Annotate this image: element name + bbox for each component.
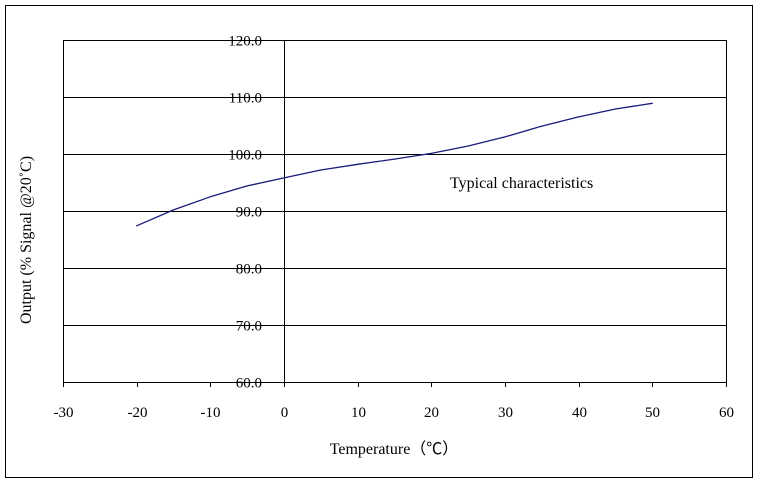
y-tick-label: 70.0 bbox=[236, 319, 262, 335]
y-tick-label: 120.0 bbox=[228, 34, 262, 50]
data-point bbox=[209, 196, 211, 198]
y-tick-label: 90.0 bbox=[236, 205, 262, 221]
x-tick-label: -30 bbox=[54, 405, 74, 421]
x-tick-label: -10 bbox=[201, 405, 221, 421]
data-point bbox=[541, 125, 543, 127]
x-axis-label: Temperature（℃） bbox=[330, 440, 459, 458]
x-tick-label: -20 bbox=[128, 405, 148, 421]
data-point bbox=[172, 209, 175, 211]
data-point bbox=[393, 158, 396, 160]
y-tick-label: 60.0 bbox=[236, 376, 262, 392]
x-tick-label: 60 bbox=[719, 405, 734, 421]
data-point bbox=[614, 108, 617, 110]
data-point bbox=[246, 185, 248, 187]
data-point bbox=[430, 152, 432, 155]
x-tick-label: 0 bbox=[281, 405, 289, 421]
data-point bbox=[504, 136, 506, 138]
y-tick-label: 80.0 bbox=[236, 262, 262, 278]
data-point bbox=[651, 102, 653, 104]
chart-border bbox=[5, 5, 753, 478]
y-axis-label: Output (% Signal @20˚C) bbox=[18, 156, 35, 324]
data-point bbox=[357, 163, 359, 165]
data-point bbox=[283, 177, 285, 179]
data-point bbox=[320, 169, 322, 171]
data-point bbox=[467, 145, 469, 147]
x-tick-label: 40 bbox=[572, 405, 587, 421]
x-tick-label: 30 bbox=[498, 405, 513, 421]
y-tick-label: 100.0 bbox=[228, 148, 262, 164]
y-tick-label: 110.0 bbox=[229, 91, 262, 107]
x-tick-label: 10 bbox=[351, 405, 366, 421]
data-point bbox=[136, 225, 138, 227]
annotation: Typical characteristics bbox=[450, 175, 593, 192]
data-point bbox=[578, 116, 580, 118]
x-tick-label: 20 bbox=[424, 405, 439, 421]
x-tick-label: 50 bbox=[645, 405, 660, 421]
